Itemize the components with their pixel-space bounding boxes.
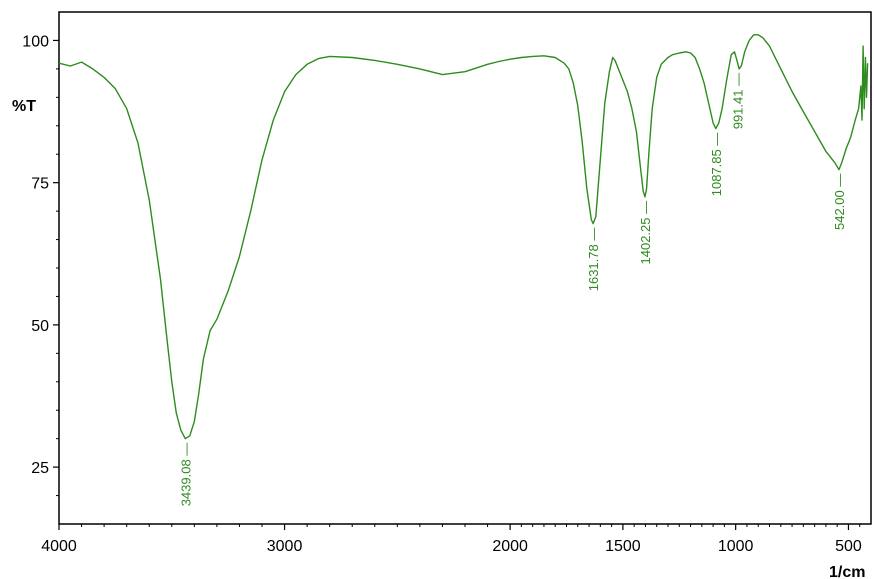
y-tick-label: 25 [31,460,49,477]
x-tick-label: 2000 [492,538,528,555]
x-tick-label: 1500 [605,538,641,555]
transmittance-series-line [58,34,869,440]
series-layer [58,34,869,440]
peak-label: 542.00 — [832,174,847,230]
peak-annotations: 3439.08 — 1631.78 — 1402.25 — 1087.85 — 991.… [178,73,847,506]
x-tick-label: 1000 [718,538,754,555]
y-axis-title: %T [12,98,36,115]
y-tick-label: 75 [31,176,49,193]
y-axis-ticks: 25 50 75 100 [22,33,59,497]
x-tick-label: 3000 [267,538,303,555]
peak-label: 1402.25 — [638,201,653,265]
peak-label: 991.41 — [731,73,746,129]
peak-label: 1631.78 — [586,228,601,292]
x-tick-label: 500 [835,538,862,555]
x-axis-title: 1/cm [829,564,865,579]
y-tick-label: 50 [31,318,49,335]
x-axis-ticks: 4000 3000 2000 1500 1000 500 [41,524,862,555]
x-tick-label: 4000 [41,538,77,555]
peak-label: 1087.85 — [709,133,724,197]
peak-label: 3439.08 — [178,443,193,507]
y-tick-label: 100 [22,33,49,50]
